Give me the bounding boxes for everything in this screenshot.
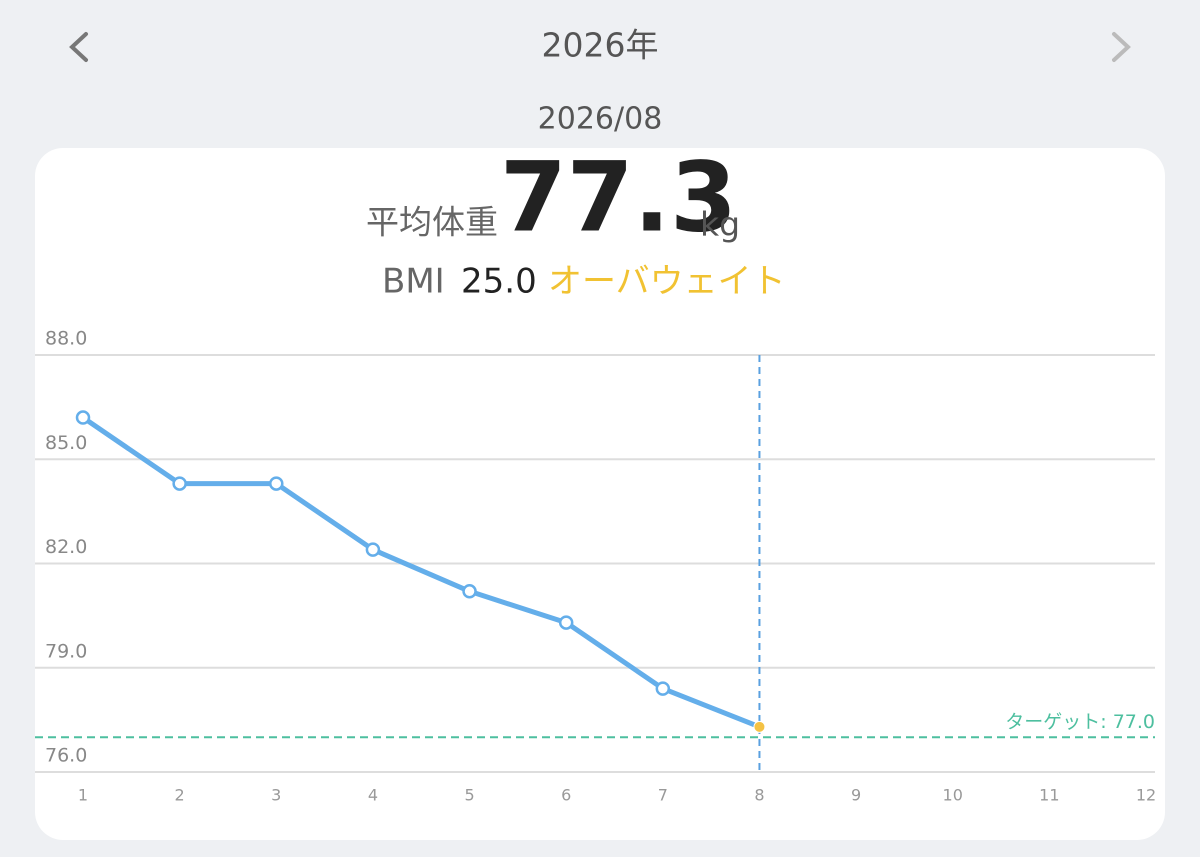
x-tick-label: 12 <box>1136 786 1156 805</box>
y-tick-label: 76.0 <box>45 745 87 767</box>
y-tick-label: 79.0 <box>45 640 87 662</box>
y-tick-label: 85.0 <box>45 432 87 454</box>
bmi-status: オーバウェイト <box>548 262 786 302</box>
x-tick-label: 5 <box>464 786 474 805</box>
year: 2026年 <box>542 26 659 65</box>
month: 2026/08 <box>538 102 663 137</box>
x-tick-label: 6 <box>561 786 571 805</box>
data-point <box>753 720 766 733</box>
bmi-label: BMI <box>382 262 445 302</box>
summary-unit: kg <box>700 205 740 244</box>
data-point <box>462 584 477 599</box>
data-point <box>75 410 91 425</box>
x-tick-label: 7 <box>658 786 668 805</box>
prev-button[interactable] <box>69 32 88 62</box>
x-tick-label: 8 <box>754 786 764 805</box>
summary-label: 平均体重 <box>366 203 498 242</box>
x-tick-label: 1 <box>78 786 88 805</box>
bmi-value: 25.0 <box>461 262 537 302</box>
target-label: ターゲット: 77.0 <box>1005 711 1155 733</box>
data-point <box>365 542 381 557</box>
data-point <box>269 476 284 491</box>
data-point <box>558 615 574 630</box>
x-tick-label: 4 <box>368 786 378 805</box>
x-tick-label: 9 <box>851 786 861 805</box>
next-button[interactable] <box>1112 32 1131 62</box>
data-point <box>172 476 187 491</box>
weight-line <box>81 415 761 730</box>
x-tick-label: 11 <box>1039 786 1059 805</box>
x-tick-label: 3 <box>271 786 281 805</box>
summary-value: 77.3 <box>500 141 737 253</box>
y-tick-label: 88.0 <box>45 328 87 350</box>
y-tick-label: 82.0 <box>45 536 87 558</box>
data-point <box>655 681 671 696</box>
x-tick-label: 2 <box>175 786 185 805</box>
x-tick-label: 10 <box>943 786 963 805</box>
